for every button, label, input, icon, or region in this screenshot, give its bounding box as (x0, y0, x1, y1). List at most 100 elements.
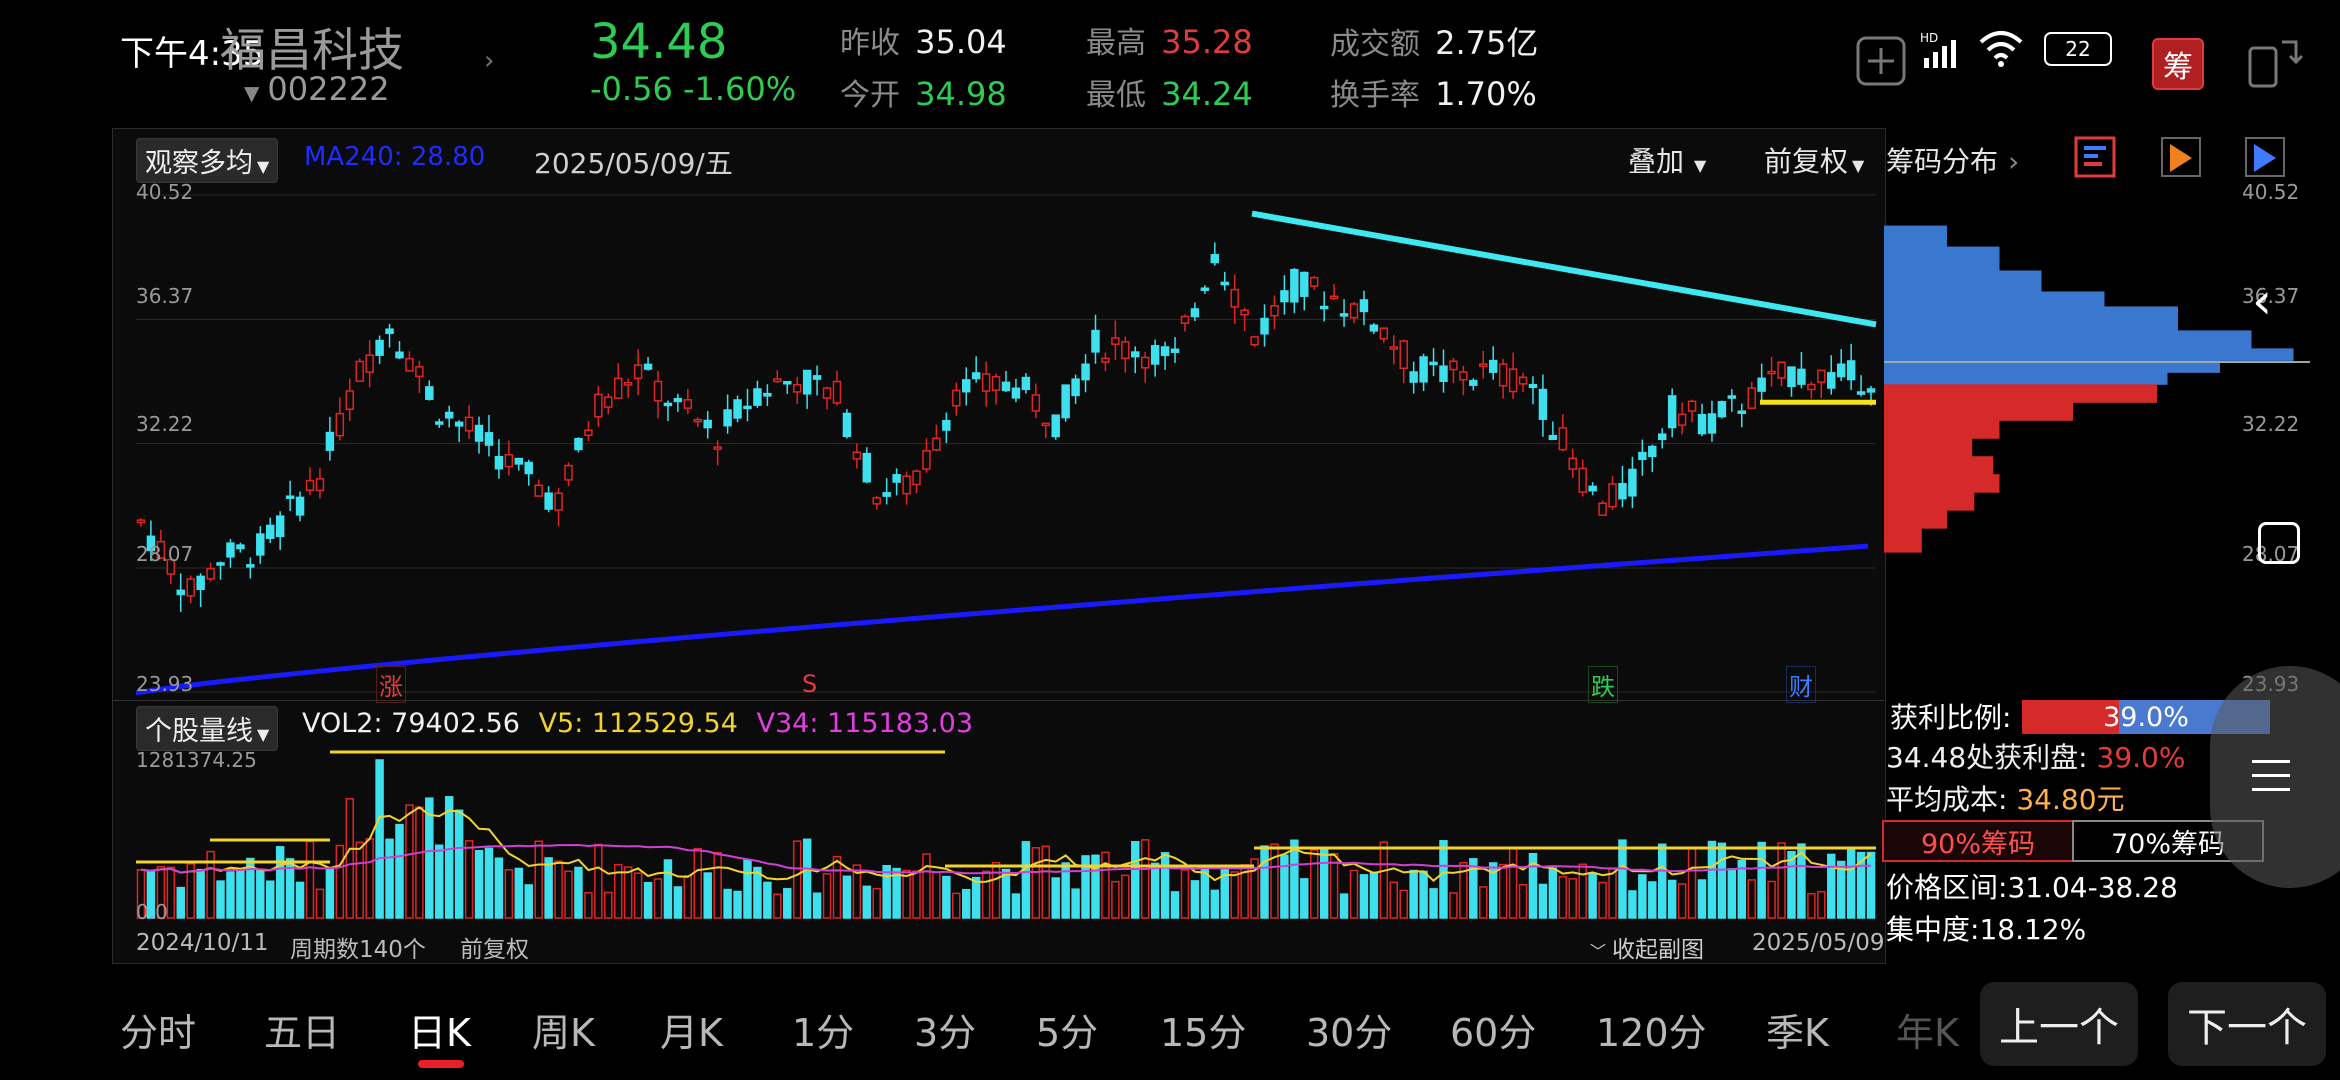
tab-period[interactable]: 五日 (264, 1011, 341, 1055)
y-tick-label: 23.93 (136, 672, 194, 696)
candle-body (1240, 309, 1249, 316)
event-marker-s[interactable]: S (802, 670, 818, 698)
tab-period[interactable]: 1分 (792, 1011, 855, 1055)
chip-style-3-icon[interactable] (2244, 136, 2286, 178)
v34-line (140, 843, 1871, 875)
candle-body (335, 412, 345, 437)
candle-body (653, 380, 663, 402)
floating-menu-button[interactable] (2210, 666, 2340, 888)
candle-body (912, 470, 921, 486)
tab-period[interactable]: 60分 (1450, 1011, 1537, 1055)
chevron-right-icon[interactable]: › (484, 46, 495, 76)
right-y-tick-label: 36.37 (2242, 284, 2300, 308)
tab-period[interactable]: 分时 (120, 1011, 197, 1055)
chip-style-2-icon[interactable] (2160, 136, 2202, 178)
chip-style-1-icon[interactable] (2074, 136, 2116, 178)
stock-code-text: 002222 (267, 70, 390, 108)
active-tab-indicator (418, 1060, 464, 1068)
v5-value: V5: 112529.54 (538, 708, 738, 739)
volume-bar (1488, 862, 1498, 919)
candle-body (882, 492, 891, 497)
candle-body (673, 397, 683, 403)
tab-period[interactable]: 3分 (914, 1011, 977, 1055)
phone-switch-icon[interactable] (2244, 34, 2304, 90)
chip-profile-band (1884, 384, 2157, 403)
tab-period[interactable]: 季K (1766, 1011, 1829, 1055)
chip-dist-button[interactable]: 筹码分布 › (1886, 140, 2019, 180)
volume-bar (1011, 893, 1021, 919)
adjust-dropdown[interactable]: 前复权 ▼ (1764, 140, 1864, 180)
candle-body (375, 339, 384, 356)
chip-profile-band (1884, 528, 1922, 553)
chevron-down-icon: ▼ (244, 81, 260, 105)
candle-body (743, 405, 752, 410)
tab-period[interactable]: 30分 (1306, 1011, 1393, 1055)
candlestick-chart[interactable] (0, 0, 2340, 980)
candle-body (256, 533, 265, 556)
candle-body (1250, 336, 1259, 346)
candle-body (1230, 288, 1239, 308)
tab-period[interactable]: 5分 (1036, 1011, 1099, 1055)
chevron-left-icon[interactable]: ‹ (2252, 272, 2272, 330)
next-stock-button[interactable]: 下一个 (2168, 982, 2326, 1066)
collapse-subchart-button[interactable]: ﹀ 收起副图 (1590, 930, 1704, 964)
candle-body (892, 474, 901, 483)
stock-code[interactable]: ▼ 002222 (244, 70, 390, 108)
candle-body (146, 535, 156, 552)
volume-bar (1041, 845, 1051, 919)
plus-icon[interactable] (1856, 36, 1906, 86)
battery-icon: 22 (2044, 32, 2112, 66)
tab-period[interactable]: 年K (1896, 1011, 1959, 1055)
candle-body (1081, 363, 1090, 381)
chip-90-tab[interactable]: 90%筹码 (1882, 820, 2074, 862)
candle-body (1369, 324, 1379, 332)
volume-bar (733, 890, 742, 919)
candle-body (1399, 340, 1408, 370)
volume-bar (1687, 847, 1697, 919)
candle-body (544, 492, 553, 510)
event-marker-finance[interactable]: 财 (1786, 666, 1816, 703)
candle-body (355, 360, 364, 383)
volume-bar (454, 809, 464, 919)
tab-period[interactable]: 15分 (1160, 1011, 1247, 1055)
volume-bar (1618, 839, 1627, 919)
candle-body (1031, 394, 1041, 412)
candle-body (922, 449, 931, 470)
chip-badge-icon[interactable]: 筹 (2152, 38, 2204, 90)
event-marker-fall[interactable]: 跌 (1588, 666, 1618, 703)
turnover-value: 1.70% (1435, 75, 1537, 113)
volume-indicator-dropdown[interactable]: 个股量线 ▼ (136, 706, 279, 751)
event-marker-rise[interactable]: 涨 (376, 666, 406, 703)
candle-body (1041, 422, 1051, 427)
stock-name[interactable]: 福昌科技 (220, 23, 404, 77)
candle-body (1777, 361, 1786, 379)
chip-profile-band (1884, 492, 1975, 511)
candle-body (1528, 383, 1538, 389)
candle-body (395, 351, 404, 359)
profit-at-price: 34.48处获利盘: 39.0% (1886, 736, 2185, 776)
volume-bar (524, 884, 533, 919)
overlay-dropdown[interactable]: 叠加 ▼ (1628, 140, 1706, 180)
prev-stock-button[interactable]: 上一个 (1980, 982, 2138, 1066)
chip-profile-band (1884, 306, 2178, 331)
candle-body (1160, 346, 1170, 357)
candle-body (1558, 427, 1568, 451)
candle-body (1339, 313, 1349, 317)
candle-body (623, 381, 633, 386)
tab-period[interactable]: 月K (660, 1011, 723, 1055)
volume-bar (1150, 862, 1160, 919)
candle-body (1101, 357, 1110, 363)
tab-period[interactable]: 日K (408, 1011, 471, 1055)
candle-body (246, 564, 255, 568)
candle-body (305, 479, 315, 491)
tab-period[interactable]: 周K (532, 1011, 595, 1055)
tab-period[interactable]: 120分 (1596, 1011, 1707, 1055)
chip-70-tab[interactable]: 70%筹码 (2072, 820, 2264, 862)
candle-body (1051, 414, 1060, 438)
fullscreen-icon[interactable] (2258, 522, 2300, 564)
volume-bar (216, 880, 225, 919)
volume-bar (1558, 875, 1568, 919)
adjust-label: 前复权 (1764, 145, 1849, 178)
indicator-dropdown[interactable]: 观察多均 ▼ (136, 138, 279, 183)
resistance-trendline[interactable] (1251, 210, 1877, 328)
